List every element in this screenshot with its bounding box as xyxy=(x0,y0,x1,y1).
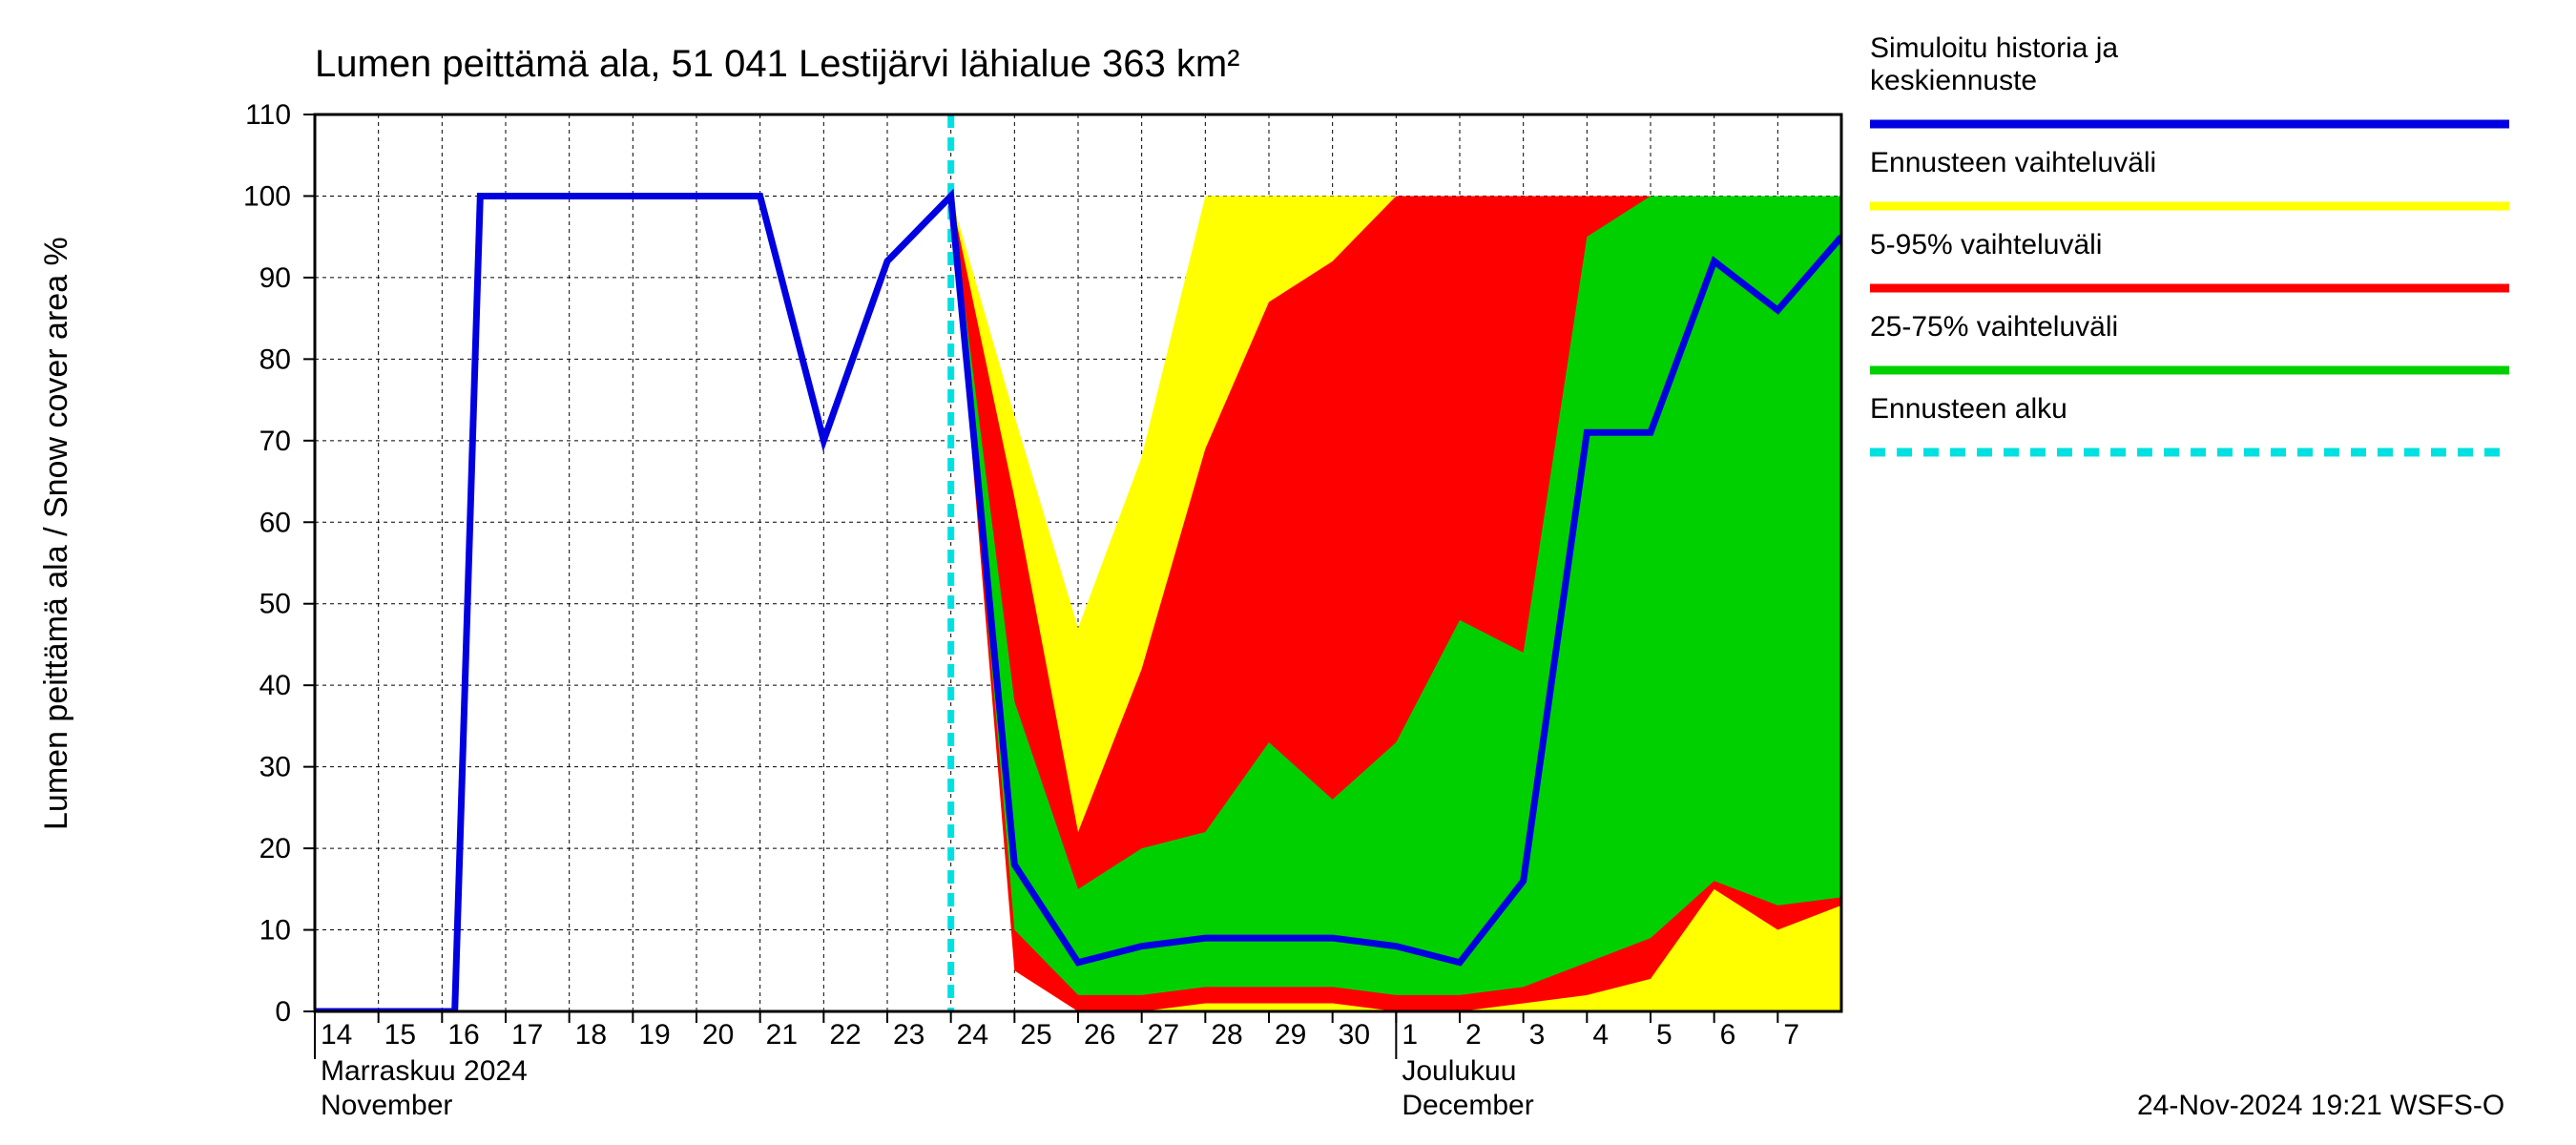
y-tick-label: 100 xyxy=(243,180,291,212)
x-tick-label: 4 xyxy=(1592,1019,1609,1051)
y-tick-label: 80 xyxy=(260,344,291,375)
y-tick-label: 40 xyxy=(260,670,291,701)
x-tick-label: 24 xyxy=(957,1019,988,1051)
y-tick-label: 20 xyxy=(260,833,291,864)
x-tick-label: 17 xyxy=(511,1019,543,1051)
y-tick-label: 30 xyxy=(260,752,291,783)
x-tick-label: 14 xyxy=(321,1019,352,1051)
legend-label: keskiennuste xyxy=(1870,65,2037,96)
y-tick-label: 110 xyxy=(245,99,291,131)
x-tick-label: 5 xyxy=(1656,1019,1672,1051)
y-tick-label: 90 xyxy=(260,262,291,294)
x-month-label-fi: Marraskuu 2024 xyxy=(321,1055,528,1087)
x-tick-label: 18 xyxy=(575,1019,607,1051)
y-tick-label: 10 xyxy=(260,915,291,947)
x-tick-label: 30 xyxy=(1339,1019,1370,1051)
y-tick-label: 50 xyxy=(260,589,291,620)
x-tick-label: 23 xyxy=(893,1019,924,1051)
chart-title: Lumen peittämä ala, 51 041 Lestijärvi lä… xyxy=(315,43,1239,85)
legend-label: Ennusteen vaihteluväli xyxy=(1870,147,2156,178)
x-tick-label: 25 xyxy=(1020,1019,1051,1051)
x-tick-label: 26 xyxy=(1084,1019,1115,1051)
x-tick-label: 21 xyxy=(766,1019,798,1051)
y-tick-label: 70 xyxy=(260,426,291,457)
x-tick-label: 20 xyxy=(702,1019,734,1051)
x-month-label-en: November xyxy=(321,1090,452,1121)
y-axis-label: Lumen peittämä ala / Snow cover area % xyxy=(38,237,74,830)
x-month-label-fi: Joulukuu xyxy=(1402,1055,1516,1087)
footer-timestamp: 24-Nov-2024 19:21 WSFS-O xyxy=(2137,1090,2504,1121)
legend-label: 5-95% vaihteluväli xyxy=(1870,229,2102,260)
x-tick-label: 16 xyxy=(447,1019,479,1051)
x-tick-label: 15 xyxy=(384,1019,416,1051)
chart-container: Lumen peittämä ala, 51 041 Lestijärvi lä… xyxy=(0,0,2576,1145)
y-tick-label: 60 xyxy=(260,507,291,538)
x-tick-label: 7 xyxy=(1783,1019,1799,1051)
x-tick-label: 22 xyxy=(829,1019,861,1051)
x-tick-label: 2 xyxy=(1465,1019,1482,1051)
x-tick-label: 6 xyxy=(1720,1019,1736,1051)
legend-label: Simuloitu historia ja xyxy=(1870,32,2118,64)
legend-label: 25-75% vaihteluväli xyxy=(1870,311,2118,343)
x-tick-label: 29 xyxy=(1275,1019,1306,1051)
x-month-label-en: December xyxy=(1402,1090,1533,1121)
x-tick-label: 1 xyxy=(1402,1019,1418,1051)
chart-svg: Lumen peittämä ala, 51 041 Lestijärvi lä… xyxy=(0,0,2576,1145)
y-tick-label: 0 xyxy=(275,996,291,1028)
x-tick-label: 3 xyxy=(1529,1019,1546,1051)
x-tick-label: 19 xyxy=(638,1019,670,1051)
x-tick-label: 27 xyxy=(1148,1019,1179,1051)
legend-label: Ennusteen alku xyxy=(1870,393,2067,425)
x-tick-label: 28 xyxy=(1211,1019,1242,1051)
